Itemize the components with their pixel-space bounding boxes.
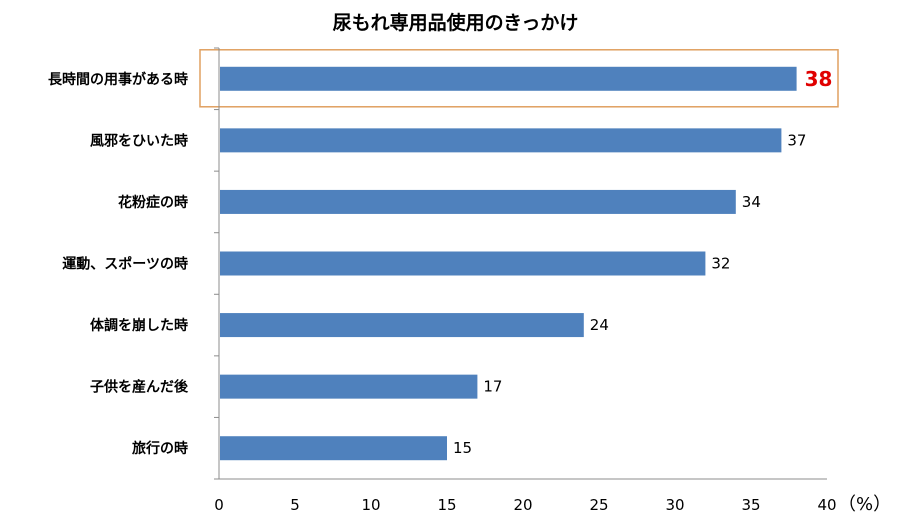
data-label: 32	[711, 255, 730, 273]
data-label: 38	[805, 67, 833, 91]
data-label: 24	[590, 316, 609, 334]
bar	[220, 374, 478, 399]
bar	[220, 251, 706, 276]
x-tick-label: 35	[741, 496, 760, 514]
category-label: 長時間の用事がある時	[48, 71, 188, 88]
data-label: 17	[483, 378, 502, 396]
x-tick-label: 25	[589, 496, 608, 514]
bar	[220, 189, 736, 214]
category-label: 風邪をひいた時	[90, 132, 188, 149]
x-unit-label: （%）	[838, 494, 891, 515]
highlight-box	[199, 49, 839, 108]
category-label: 花粉症の時	[118, 194, 188, 211]
category-label: 体調を崩した時	[90, 317, 188, 334]
x-tick-label: 20	[513, 496, 532, 514]
x-tick-label: 40	[817, 496, 836, 514]
category-label: 運動、スポーツの時	[62, 256, 188, 273]
bar	[220, 436, 447, 461]
data-label: 15	[453, 439, 472, 457]
x-tick-label: 5	[290, 496, 300, 514]
bar	[220, 128, 782, 153]
data-label: 37	[787, 131, 806, 149]
bar	[220, 313, 584, 338]
bar	[220, 66, 797, 91]
data-label: 34	[742, 193, 761, 211]
x-tick-label: 0	[214, 496, 224, 514]
x-tick-label: 15	[437, 496, 456, 514]
category-label: 旅行の時	[132, 440, 188, 457]
x-tick-label: 10	[361, 496, 380, 514]
chart-title: 尿もれ専用品使用のきっかけ	[332, 12, 579, 34]
x-tick-label: 30	[665, 496, 684, 514]
category-label: 子供を産んだ後	[90, 379, 189, 396]
